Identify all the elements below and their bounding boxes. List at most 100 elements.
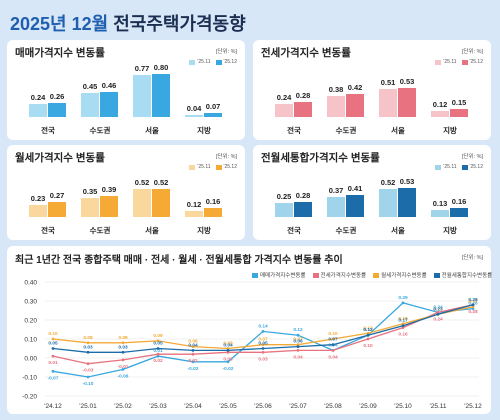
wolse-data-label: 0.18 <box>398 316 408 322</box>
jeonse-value-label: 0.12 <box>432 99 448 109</box>
combined-point <box>366 333 370 337</box>
combined-bar-curr <box>346 194 364 217</box>
wolse-bar-prev <box>29 204 47 217</box>
legend-swatch-prev <box>435 59 442 65</box>
trend-line-chart: 0.40 0.30 0.20 0.10 0.00 -0.10 -0.20 '24.12 '25.… <box>22 280 482 411</box>
sale-data-label: -0.02 <box>188 366 199 372</box>
wolse-point <box>156 339 160 343</box>
combined-data-label: 0.04 <box>223 342 233 348</box>
page-title: 2025년 12월 전국주택가격동향 <box>10 10 246 34</box>
combined-data-label: 0.28 <box>468 297 478 303</box>
wolse-value-label: 0.27 <box>49 191 65 201</box>
sale-bar-curr <box>204 113 222 117</box>
wolse-point <box>51 337 55 341</box>
combined-point <box>401 324 405 328</box>
jeonse-panel-title: 전세가격지수 변동률 <box>261 47 351 59</box>
combined-bar-curr <box>294 201 312 217</box>
wolse-panel-title: 월세가격지수 변동률 <box>15 152 105 164</box>
wolse-price-panel: 월세가격지수 변동률 [단위: %] '25.11 '25.12 0.23 0.2… <box>7 145 245 240</box>
x-tick-label: '25.12 <box>464 403 482 410</box>
wolse-value-label: 0.16 <box>205 197 221 207</box>
wolse-point <box>191 345 195 348</box>
jeonse-category-label: 전국 <box>287 126 301 135</box>
combined-bar-prev <box>431 209 449 217</box>
jeonse-point <box>86 362 90 366</box>
combined-bar-prev <box>327 196 345 217</box>
sale-value-label: 0.77 <box>134 64 150 74</box>
legend-label-sale: 매매가격지수변동률 <box>260 273 306 279</box>
combined-data-label: 0.17 <box>398 318 408 324</box>
x-tick-label: '24.12 <box>44 403 62 410</box>
legend-swatch-curr <box>215 59 222 65</box>
jeonse-category-label: 수도권 <box>335 126 357 135</box>
combined-point <box>226 349 230 352</box>
sale-data-label: -0.07 <box>48 375 59 381</box>
wolse-bar-prev <box>185 210 203 217</box>
combined-value-label: 0.52 <box>380 177 396 187</box>
combined-point <box>191 349 195 352</box>
jeonse-panel-unit: [단위: %] <box>461 49 483 55</box>
y-tick-label: -0.10 <box>22 375 37 382</box>
combined-value-label: 0.13 <box>432 198 448 208</box>
jeonse-data-label: 0.03 <box>223 356 233 362</box>
wolse-panel-legend: '25.11 '25.12 <box>189 164 237 170</box>
sale-panel-legend: '25.11 '25.12 <box>189 59 237 65</box>
sale-category-label: 지방 <box>197 126 211 135</box>
wolse-category-label: 전국 <box>41 226 55 235</box>
wolse-point <box>121 341 125 345</box>
y-tick-label: 0.20 <box>24 318 37 325</box>
legend-label-curr: '25.12 <box>469 164 483 170</box>
sale-data-label: 0.12 <box>363 327 373 333</box>
sale-price-panel: 매매가격지수 변동률 [단위: %] '25.11 '25.12 0.24 0.2… <box>7 40 245 140</box>
trend-panel-title: 최근 1년간 전국 종합주택 매매 · 전세 · 월세 · 전월세통합 가격지수… <box>15 255 343 266</box>
combined-bar-prev <box>379 188 397 217</box>
wolse-value-label: 0.52 <box>153 177 169 187</box>
combined-data-label: 0.05 <box>153 341 163 347</box>
legend-swatch-curr <box>215 164 222 170</box>
x-tick-label: '25.09 <box>359 403 377 410</box>
x-tick-label: '25.11 <box>429 403 446 410</box>
y-tick-label: 0.00 <box>24 356 37 363</box>
legend-label-curr: '25.12 <box>223 164 237 170</box>
sale-value-label: 0.04 <box>186 103 202 113</box>
wolse-panel-unit: [단위: %] <box>215 154 237 160</box>
trend-panel-unit: [단위: %] <box>461 255 483 261</box>
sale-value-label: 0.80 <box>153 62 169 72</box>
jeonse-data-label: 0.10 <box>363 343 373 349</box>
x-tick-label: '25.07 <box>289 403 307 410</box>
sale-point <box>401 301 405 305</box>
combined-data-label: 0.07 <box>328 337 338 343</box>
wolse-category-label: 수도권 <box>89 226 111 235</box>
x-tick-label: '25.06 <box>254 403 272 410</box>
jeonse-value-label: 0.15 <box>451 97 467 107</box>
legend-label-prev: '25.11 <box>443 59 457 65</box>
jeonse-bar-curr <box>398 88 416 117</box>
wolse-point <box>86 341 90 345</box>
wolse-data-label: 0.10 <box>328 331 338 337</box>
combined-panel-title: 전월세통합가격지수 변동률 <box>261 152 380 164</box>
legend-swatch-jeonse <box>312 272 319 278</box>
jeonse-data-label: 0.16 <box>398 332 408 338</box>
sale-bar-prev <box>185 114 203 117</box>
legend-label-wolse: 월세가격지수변동률 <box>381 273 427 279</box>
jeonse-point <box>366 337 370 341</box>
wolse-data-label: 0.07 <box>258 337 268 343</box>
sale-data-label: 0.14 <box>258 323 268 329</box>
sale-point <box>296 333 300 337</box>
combined-data-label: 0.12 <box>363 327 373 333</box>
wolse-data-label: 0.08 <box>118 335 128 341</box>
wolse-data-label: 0.09 <box>153 333 163 339</box>
sale-category-label: 수도권 <box>89 126 111 135</box>
sale-bar-prev <box>29 104 47 117</box>
x-tick-label: '25.03 <box>149 403 167 410</box>
combined-point <box>261 347 265 350</box>
legend-swatch-prev <box>189 164 196 170</box>
sale-data-label: 0.01 <box>153 348 163 354</box>
jeonse-category-label: 지방 <box>443 126 457 135</box>
wolse-value-label: 0.35 <box>82 187 98 197</box>
sale-bar-curr <box>48 102 66 117</box>
y-tick-label: -0.20 <box>22 394 37 401</box>
jeonse-data-label: 0.02 <box>153 358 163 364</box>
jeonse-data-label: 0.01 <box>48 360 58 366</box>
